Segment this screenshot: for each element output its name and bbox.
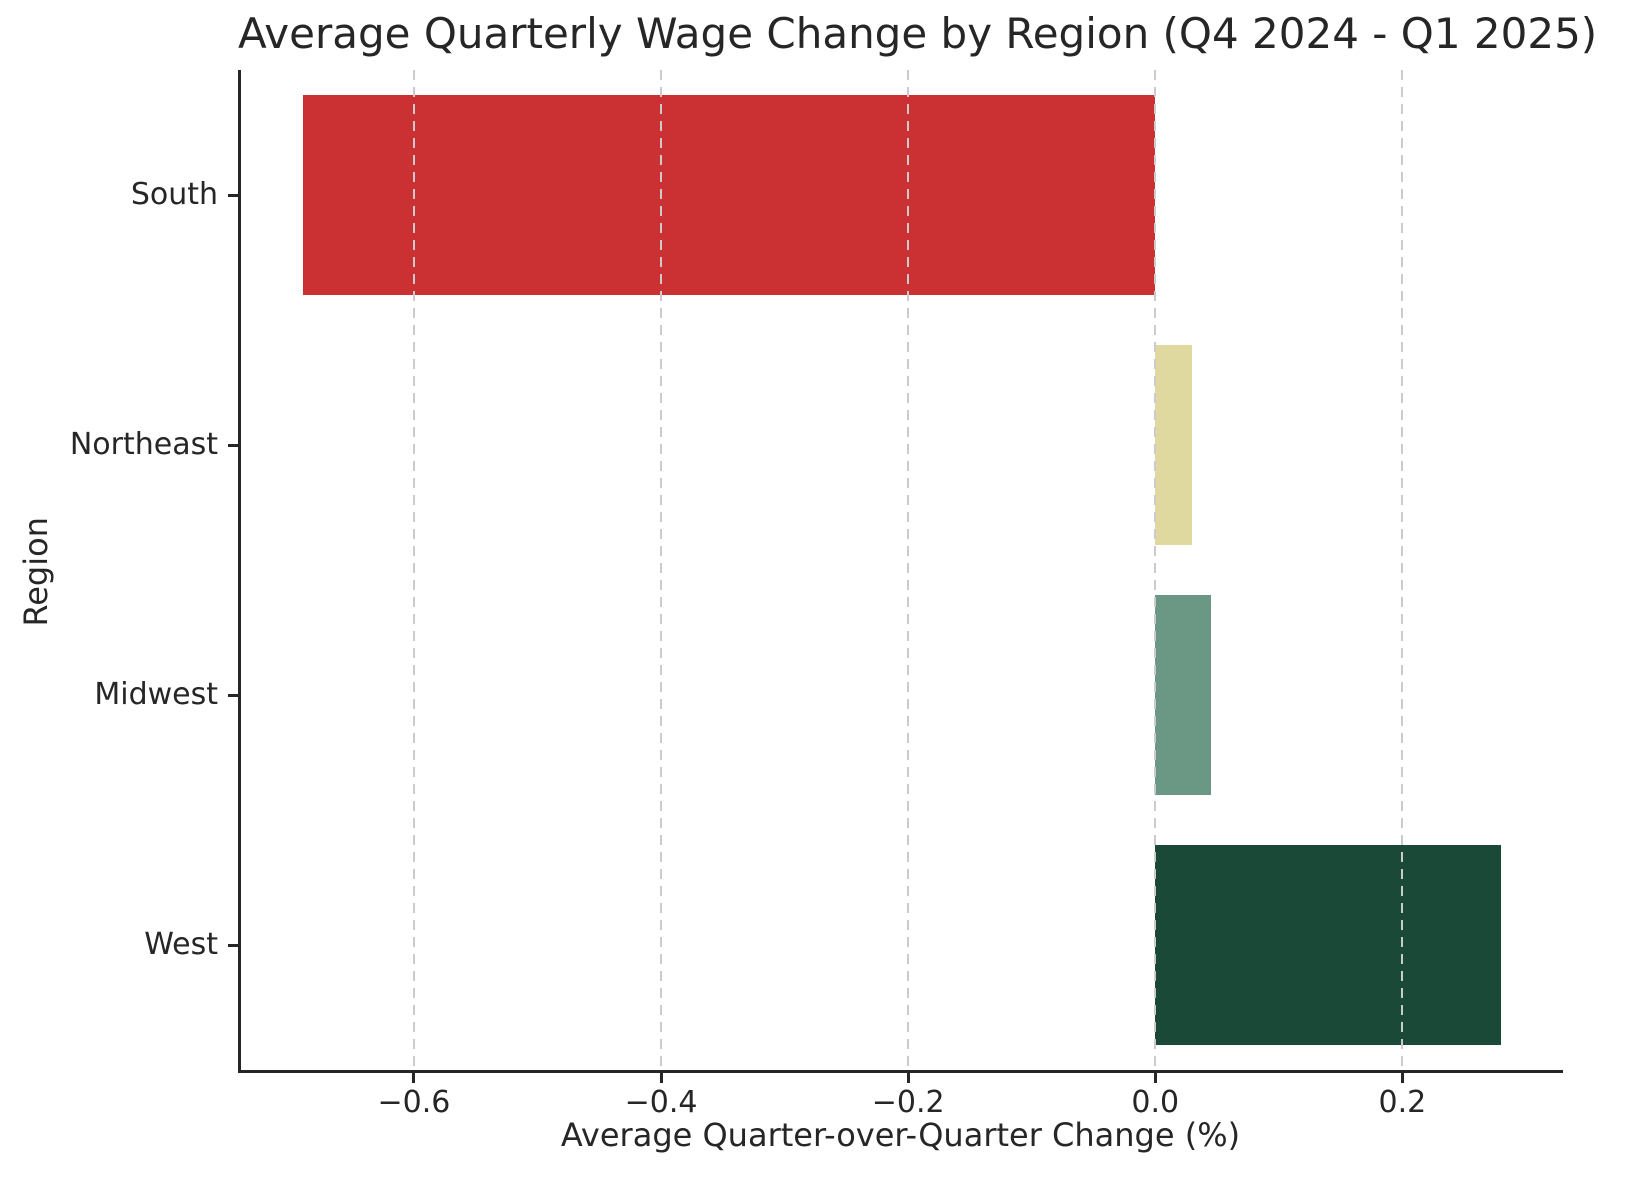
y-tick-mark [228,693,238,697]
y-axis: South Northeast Midwest West [0,70,238,1073]
x-tick-label: 0.0 [1131,1085,1180,1120]
x-tick-mark [1400,1073,1404,1083]
gridline [907,70,910,1070]
bar-south [302,95,1156,295]
x-axis-title: Average Quarter-over-Quarter Change (%) [560,1116,1241,1154]
x-tick-mark [659,1073,663,1083]
x-tick-label: −0.2 [871,1085,945,1120]
y-tick-label: South [130,177,218,212]
y-tick-label: Northeast [69,427,218,462]
x-axis: −0.6 −0.4 −0.2 0.0 0.2 [241,1073,1563,1143]
gridline [1401,70,1404,1070]
y-tick-label: Midwest [94,677,218,712]
x-tick-label: −0.6 [377,1085,451,1120]
y-tick-mark [228,943,238,947]
y-tick-label: West [144,927,218,962]
x-tick-mark [412,1073,416,1083]
x-tick-label: 0.2 [1378,1085,1427,1120]
gridline [660,70,663,1070]
plot-area [238,70,1563,1073]
x-tick-label: −0.4 [624,1085,698,1120]
bar-midwest [1155,595,1211,795]
chart-title: Average Quarterly Wage Change by Region … [238,9,1598,58]
y-tick-mark [228,193,238,197]
x-tick-mark [1153,1073,1157,1083]
bar-northeast [1155,345,1193,545]
gridline [412,70,415,1070]
gridline [1154,70,1157,1070]
y-tick-mark [228,443,238,447]
x-tick-mark [906,1073,910,1083]
bar-west [1155,845,1502,1045]
